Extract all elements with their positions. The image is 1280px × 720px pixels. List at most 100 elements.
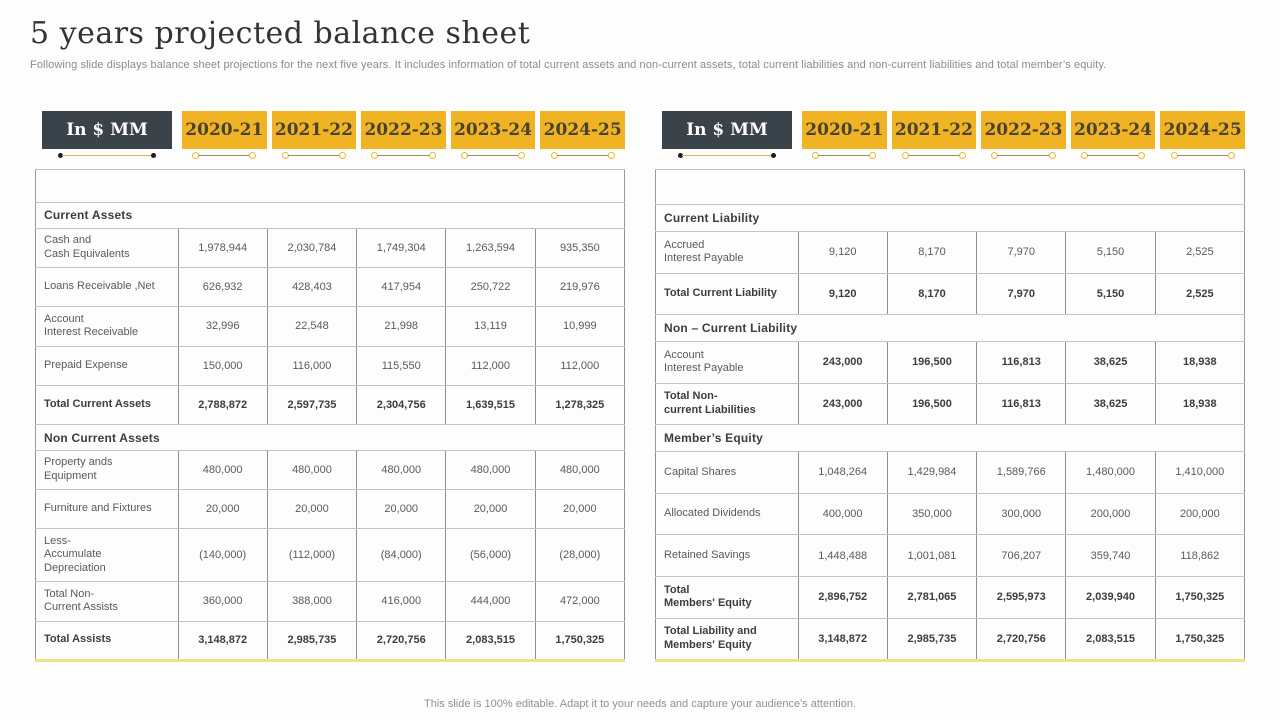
table-row: Property ands Equipment 480,000 480,000 480… [35,449,626,491]
year-header-box: 2022-23 [361,111,446,149]
cell-value: 480,000 [445,449,536,491]
cell-value: 480,000 [356,449,447,491]
cell-value: 1,429,984 [886,451,978,494]
cell-value: 116,813 [976,382,1067,426]
section-header: Non – Current Liability [655,314,1245,342]
cell-value: 1,978,944 [177,227,268,268]
cell-value: 5,150 [1065,230,1156,274]
table-row: Account Interest Payable 243,000 196,500 11… [655,341,1246,384]
header-underline-decoration [57,152,157,159]
header-underline-decoration [281,152,347,159]
liabilities-equity-table: In $ MM 2020-21 2021-22 2022-23 2023-24 2024-… [655,111,1246,662]
cell-value: 2,083,515 [1065,617,1156,662]
cell-value: 360,000 [177,581,268,622]
table-row: Less- Accumulate Depreciation (140,000) (1… [35,528,626,583]
cell-value: 200,000 [1065,492,1156,536]
cell-value: 480,000 [177,449,268,491]
cell-value: 250,722 [445,266,536,308]
year-header-box: 2023-24 [1070,111,1156,149]
cell-value: (56,000) [445,528,536,583]
cell-value: 9,120 [797,230,888,274]
year-header-box: 2020-21 [182,111,267,149]
cell-value: 8,170 [886,230,978,274]
table-row [35,168,625,204]
table-row: Total Current Assets 2,788,872 2,597,735 2,… [35,385,626,426]
cell-value: 2,595,973 [976,576,1067,619]
section-header: Member’s Equity [655,424,1245,453]
cell-value: 388,000 [266,581,358,622]
row-label: Prepaid Expense [35,345,179,387]
row-label: Allocated Dividends [655,492,799,536]
year-header-box-column: 2020-21 [802,111,887,159]
cell-value: 2,896,752 [797,576,888,619]
table-row: Member’s Equity [655,424,1245,453]
cell-value: 935,350 [534,227,626,268]
cell-value: 416,000 [356,581,447,622]
cell-value: 20,000 [266,489,358,530]
section-header: Current Assets [35,202,625,229]
cell-value: 2,985,735 [886,617,978,662]
table-row: Retained Savings 1,448,488 1,001,081 706,20… [655,534,1246,578]
cell-value: 116,000 [266,345,358,387]
spacer-cell [35,168,625,204]
cell-value: 3,148,872 [797,617,888,662]
row-label: Total Assists [35,620,179,662]
year-header-box: 2023-24 [450,111,536,149]
year-header-box-column: 2020-21 [182,111,267,159]
cell-value: 196,500 [886,382,978,426]
cell-value: 18,938 [1154,341,1246,384]
row-label: Capital Shares [655,451,799,494]
cell-value: 5,150 [1065,272,1156,316]
row-label: Property ands Equipment [35,449,179,491]
cell-value: 2,083,515 [445,620,536,662]
header-underline-decoration [991,152,1056,159]
year-header-box: 2024-25 [540,111,625,149]
cell-value: 1,750,325 [1154,617,1246,662]
cell-value: (112,000) [266,528,358,583]
unit-header-box-column: In $ MM [42,111,172,159]
year-header-box: 2021-22 [891,111,977,149]
header-underline-decoration [460,152,526,159]
cell-value: 115,550 [356,345,447,387]
cell-value: 2,525 [1154,272,1246,316]
assets-table: In $ MM 2020-21 2021-22 2022-23 2023-24 2024-… [35,111,626,662]
row-label: Accrued Interest Payable [655,230,799,274]
cell-value: 32,996 [177,306,268,347]
cell-value: 1,480,000 [1065,451,1156,494]
cell-value: 243,000 [797,382,888,426]
section-header: Current Liability [655,204,1245,232]
cell-value: 2,597,735 [266,385,358,426]
table-row: Current Liability [655,204,1245,232]
tables-row: In $ MM 2020-21 2021-22 2022-23 2023-24 2024-… [0,111,1280,662]
cell-value: 38,625 [1065,341,1156,384]
cell-value: 1,639,515 [445,385,536,426]
cell-value: 112,000 [534,345,626,387]
cell-value: 1,448,488 [797,534,888,578]
table-row: Cash and Cash Equivalents 1,978,944 2,030,… [35,227,626,268]
cell-value: 7,970 [976,272,1067,316]
table-row: Total Liability and Members' Equity 3,148… [655,617,1246,662]
cell-value: 200,000 [1154,492,1246,536]
row-label: Total Non- current Liabilities [655,382,799,426]
cell-value: 20,000 [534,489,626,530]
cell-value: 7,970 [976,230,1067,274]
row-label: Retained Savings [655,534,799,578]
table-row: Current Assets [35,202,625,229]
cell-value: 22,548 [266,306,358,347]
table-row: Total Current Liability 9,120 8,170 7,970 5,… [655,272,1246,316]
table-row: Total Non- current Liabilities 243,000 196… [655,382,1246,426]
header-underline-decoration [1170,152,1235,159]
cell-value: 243,000 [797,341,888,384]
cell-value: 13,119 [445,306,536,347]
cell-value: 626,932 [177,266,268,308]
table-row: Account Interest Receivable 32,996 22,548 2… [35,306,626,347]
cell-value: 1,278,325 [534,385,626,426]
spacer-cell [655,168,1245,206]
table-row: Furniture and Fixtures 20,000 20,000 20,000… [35,489,626,530]
cell-value: 150,000 [177,345,268,387]
liabilities-table-header: In $ MM 2020-21 2021-22 2022-23 2023-24 2024-… [662,111,1245,159]
row-label: Total Members' Equity [655,576,799,619]
cell-value: 2,039,940 [1065,576,1156,619]
cell-value: 480,000 [266,449,358,491]
table-row: Total Assists 3,148,872 2,985,735 2,720,756… [35,620,626,662]
